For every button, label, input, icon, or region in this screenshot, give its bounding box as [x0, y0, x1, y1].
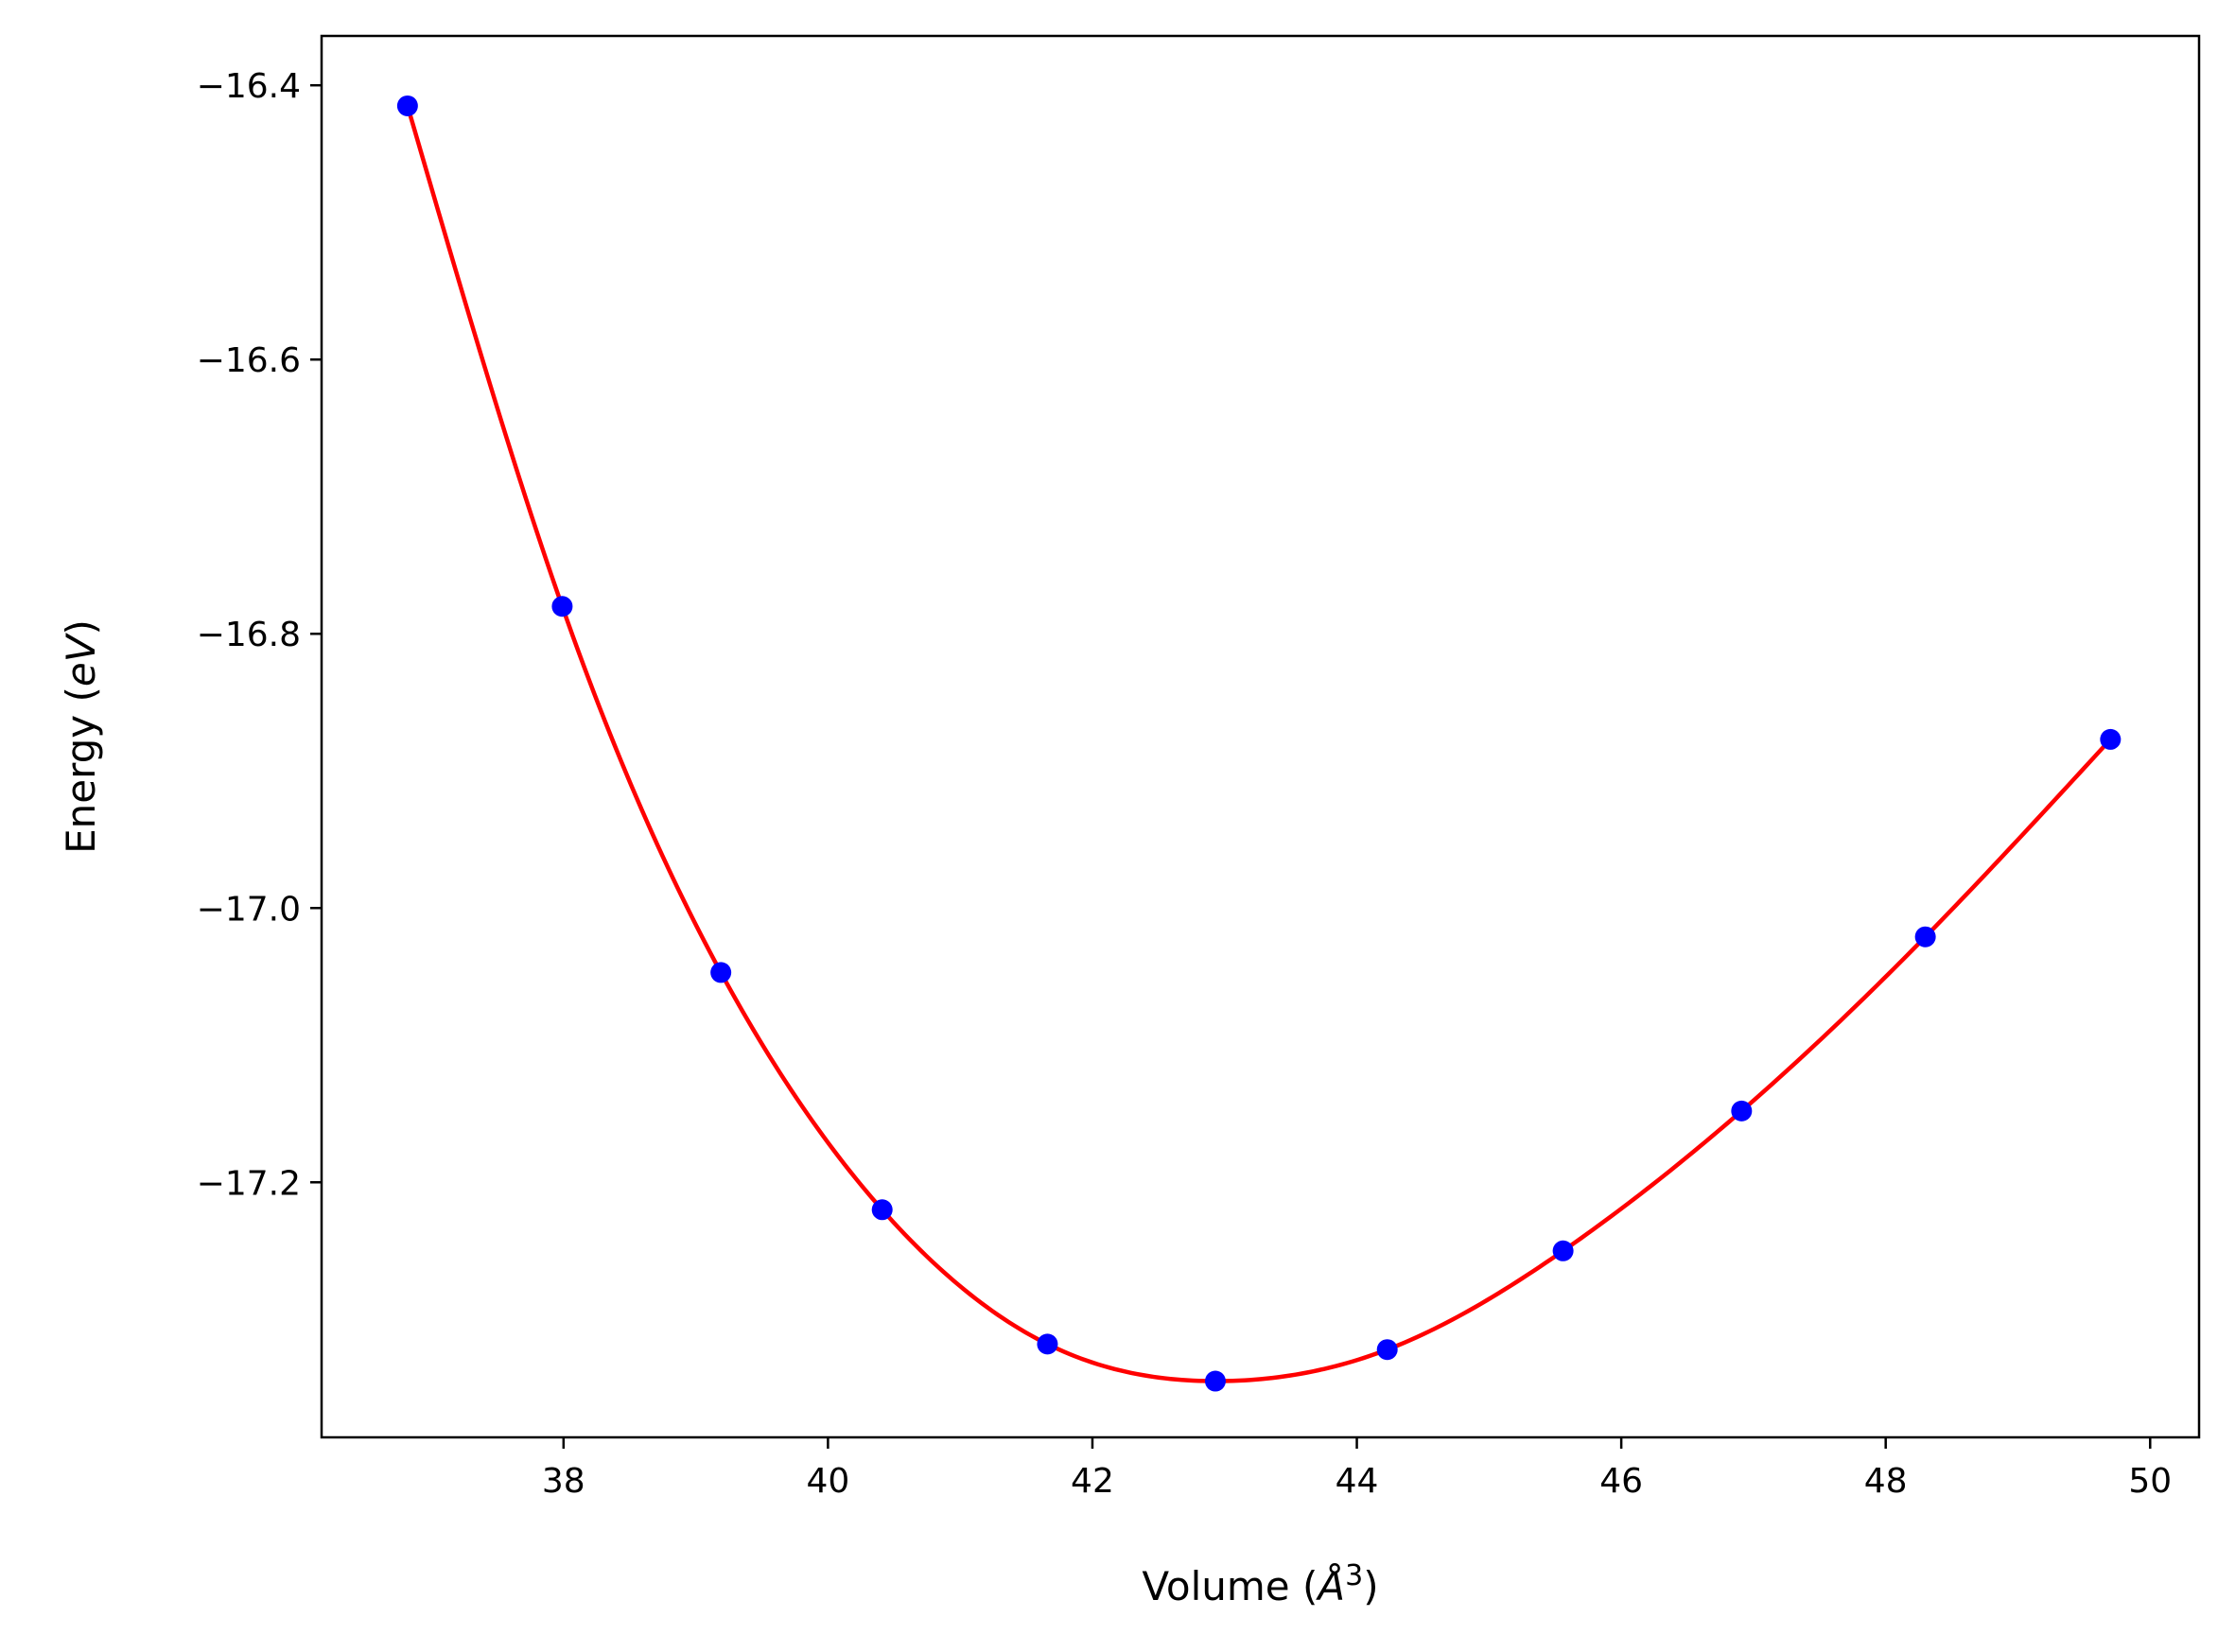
x-tick-label: 50: [2128, 1462, 2172, 1501]
y-axis-label: Energy (eV): [58, 619, 104, 854]
y-tick-label: −17.0: [197, 890, 301, 929]
x-axis-label-exponent: 3: [1345, 1559, 1363, 1592]
x-tick-label: 38: [542, 1462, 585, 1501]
y-tick-label: −16.8: [197, 616, 301, 654]
y-tick-label: −16.4: [197, 67, 301, 106]
data-point: [1204, 1370, 1226, 1392]
plot-area: [396, 95, 2122, 1392]
axes-frame: [320, 34, 2201, 1439]
x-axis-label-suffix: ): [1363, 1563, 1378, 1609]
x-axis-label: Volume (Å3): [1142, 1559, 1378, 1609]
data-point: [396, 95, 418, 116]
data-point: [1914, 926, 1936, 948]
x-axis-ticks: 38 40 42 44 46 48 50: [542, 1437, 2172, 1501]
data-point: [1731, 1100, 1753, 1122]
x-axis-label-symbol: Å: [1315, 1562, 1345, 1609]
data-point: [551, 596, 573, 617]
x-tick-label: 48: [1864, 1462, 1908, 1501]
x-tick-label: 40: [806, 1462, 849, 1501]
y-tick-label: −17.2: [197, 1164, 301, 1203]
x-tick-label: 44: [1336, 1462, 1379, 1501]
data-point: [710, 962, 732, 983]
y-axis-label-suffix: ): [58, 619, 104, 635]
data-point: [1037, 1333, 1058, 1355]
data-point: [1552, 1240, 1574, 1261]
data-point: [1376, 1339, 1398, 1361]
x-axis-label-prefix: Volume (: [1142, 1563, 1318, 1609]
y-axis-ticks: −16.4 −16.6 −16.8 −17.0 −17.2: [197, 67, 322, 1203]
data-point: [2100, 728, 2122, 750]
y-tick-label: −16.6: [197, 341, 301, 380]
y-axis-label-prefix: Energy (: [58, 687, 104, 854]
x-tick-label: 46: [1599, 1462, 1643, 1501]
x-tick-label: 42: [1071, 1462, 1114, 1501]
y-axis-label-unit: eV: [58, 632, 104, 687]
data-point: [871, 1199, 893, 1221]
